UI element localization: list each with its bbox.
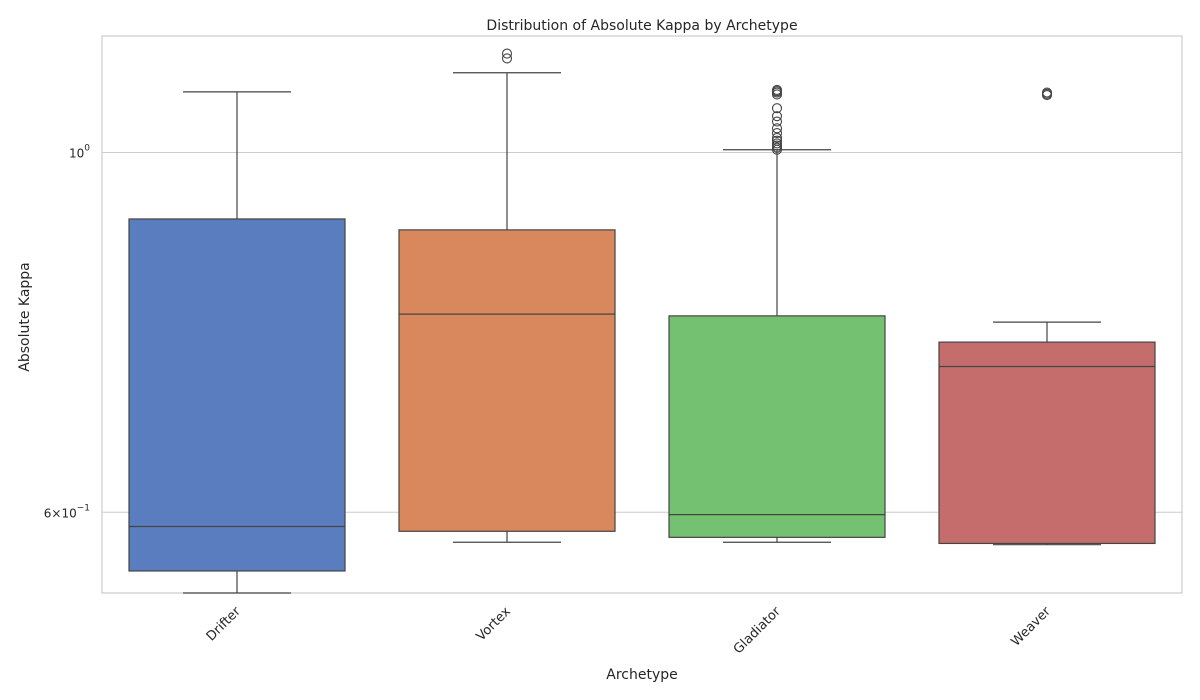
x-tick-label: Drifter xyxy=(204,604,245,645)
box-iqr xyxy=(128,218,346,572)
outlier-point xyxy=(771,84,783,95)
box-drifter xyxy=(128,91,346,594)
outlier-point xyxy=(771,138,783,149)
x-tick-label: Gladiator xyxy=(731,604,784,657)
y-axis-label: Absolute Kappa xyxy=(17,262,33,372)
outlier-point xyxy=(771,123,783,134)
x-axis-label: Archetype xyxy=(606,667,677,683)
boxes xyxy=(128,48,1156,594)
outlier-point xyxy=(771,128,783,139)
chart-title: Distribution of Absolute Kappa by Archet… xyxy=(486,18,797,34)
x-tick-labels: Drifter Vortex Gladiator Weaver xyxy=(204,604,1055,657)
outlier-point xyxy=(1041,87,1053,98)
box-iqr xyxy=(938,341,1156,545)
outlier-point xyxy=(771,132,783,143)
outlier-point xyxy=(771,103,783,114)
box-iqr xyxy=(398,229,616,532)
box-vortex xyxy=(398,48,616,543)
y-tick-label: 100 xyxy=(69,144,90,161)
box-weaver xyxy=(938,87,1156,546)
box-gladiator xyxy=(668,84,886,543)
outlier-point xyxy=(771,111,783,122)
outlier-point xyxy=(771,116,783,127)
box-iqr xyxy=(668,315,886,538)
outlier-point xyxy=(501,48,513,59)
y-tick-labels: 100 6×10−1 xyxy=(44,144,91,521)
x-tick-label: Vortex xyxy=(474,604,514,644)
x-tick-label: Weaver xyxy=(1009,604,1055,650)
outlier-point xyxy=(501,53,513,64)
y-tick-label: 6×10−1 xyxy=(44,503,90,520)
outlier-point xyxy=(771,135,783,146)
